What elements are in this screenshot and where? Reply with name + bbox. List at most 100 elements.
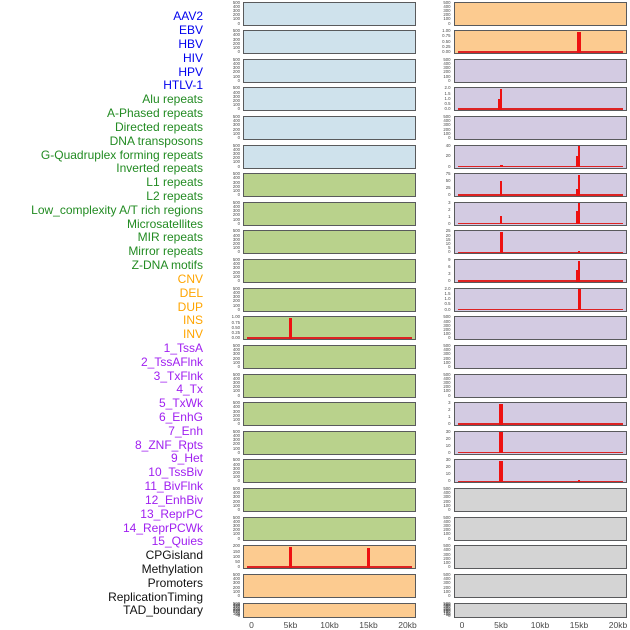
y-tick-label: 0 [237,506,240,512]
y-tick-label: 500 [443,113,451,119]
track-label-ins: INS [182,313,203,328]
y-tick-label: 400 [443,602,451,608]
y-tick-label: 300 [443,322,451,328]
y-tick-label: 300 [443,7,451,13]
y-tick-label: 100 [443,130,451,136]
y-tick-label: 0 [448,392,451,398]
y-tick-label: 0 [237,363,240,369]
y-tick-label: 100 [232,187,240,193]
y-tick-label: 400 [443,3,451,9]
signal-baseline [457,165,623,168]
y-tick-label: 100 [232,502,240,508]
signal-baseline [457,51,623,53]
panel-2-tssaflnk [453,87,627,112]
y-tick-label: 100 [232,388,240,394]
y-tick-label: 100 [232,359,240,365]
track-label-dna-transposons: DNA transposons [109,133,203,148]
panel-13-reprpc [453,402,627,427]
track-label-dup: DUP [177,299,203,314]
y-tick-label: 0 [448,478,451,484]
y-tick-label: 20 [445,464,451,470]
panel-low-complexity-a-t-rich-regions [243,402,416,427]
panel-ebv [243,30,416,55]
y-tick-label: 100 [232,73,240,79]
y-tick-label: 400 [232,118,240,124]
y-tick-label: 2 [448,206,451,212]
panel-mir-repeats [243,459,416,484]
y-tick-label: 400 [232,146,240,152]
y-tick-label: 0 [448,449,451,455]
y-tick-label: 50 [235,558,240,564]
signal-baseline [457,251,623,253]
y-tick-label: 300 [232,379,240,385]
y-tick-label: 300 [232,293,240,299]
y-tick-label: 0 [448,277,451,283]
y-tick-label: 200 [443,11,451,17]
x-axis-label: 0 [459,619,465,630]
signal-baseline [457,222,623,225]
y-tick-label: 2.0 [444,85,451,91]
y-tick-label: 400 [232,375,240,381]
signal-spike [499,181,503,196]
y-tick-label: 100 [232,102,240,108]
track-label-15-quies: 15_Quies [151,534,203,549]
track-label-mir-repeats: MIR repeats [137,230,203,245]
y-tick-label: 100 [232,44,240,50]
track-label-10-tssbiv: 10_TssBiv [148,465,203,480]
y-tick-label: 100 [232,553,240,559]
y-tick-label: 30 [445,428,451,434]
y-tick-label: 50 [445,178,451,184]
y-tick-label: 0 [237,20,240,26]
y-tick-label: 1.0 [444,95,451,101]
y-tick-label: 400 [232,60,240,66]
y-tick-label: 200 [232,97,240,103]
y-tick-label: 100 [232,130,240,136]
y-tick-label: 400 [232,602,240,608]
panel-cnv [243,545,416,570]
panel-l1-repeats [243,344,416,369]
y-tick-label: 200 [232,126,240,132]
signal-spike [289,317,292,339]
panel-1-tssa [453,58,627,83]
y-tick-label: 0 [237,220,240,226]
signal-spike-shoulder [576,155,578,168]
panel-tad-boundary [453,602,627,619]
signal-spike [289,546,292,568]
y-tick-label: 300 [443,379,451,385]
y-tick-label: 300 [443,494,451,500]
x-axis-label: 20kb [398,619,417,630]
signal-spike [577,31,581,53]
y-tick-label: 0.0 [444,106,451,112]
track-label-7-enh: 7_Enh [168,423,203,438]
y-tick-label: 0 [237,421,240,427]
track-label-9-het: 9_Het [170,451,203,466]
y-tick-label: 100 [443,502,451,508]
y-tick-label: 400 [232,261,240,267]
y-tick-label: 500 [232,400,240,406]
y-tick-label: 100 [232,216,240,222]
y-tick-label: 500 [232,371,240,377]
y-tick-label: 100 [232,16,240,22]
y-tick-label: 50 [445,611,451,617]
y-tick-label: 0 [448,535,451,541]
y-tick-label: 300 [443,351,451,357]
y-tick-label: 200 [443,355,451,361]
track-label-microsatellites: Microsatellites [126,216,203,231]
track-label-12-enhbiv: 12_EnhBiv [144,492,203,507]
y-tick-label: 500 [443,485,451,491]
panel-promoters [453,545,627,570]
y-tick-label: 300 [443,580,451,586]
y-tick-label: 0 [237,449,240,455]
y-tick-label: 500 [443,314,451,320]
y-tick-label: 400 [232,89,240,95]
y-tick-label: 500 [232,485,240,491]
y-tick-label: 200 [232,269,240,275]
x-axis-label: 0 [249,619,254,630]
track-label-a-phased-repeats: A-Phased repeats [106,106,203,121]
signal-spike [577,480,581,482]
x-axis-label: 15kb [569,619,589,630]
track-label-cpgisland: CPGisland [145,548,203,563]
y-tick-label: 500 [232,85,240,91]
y-tick-label: 0 [237,77,240,83]
signal-spike [499,460,503,482]
